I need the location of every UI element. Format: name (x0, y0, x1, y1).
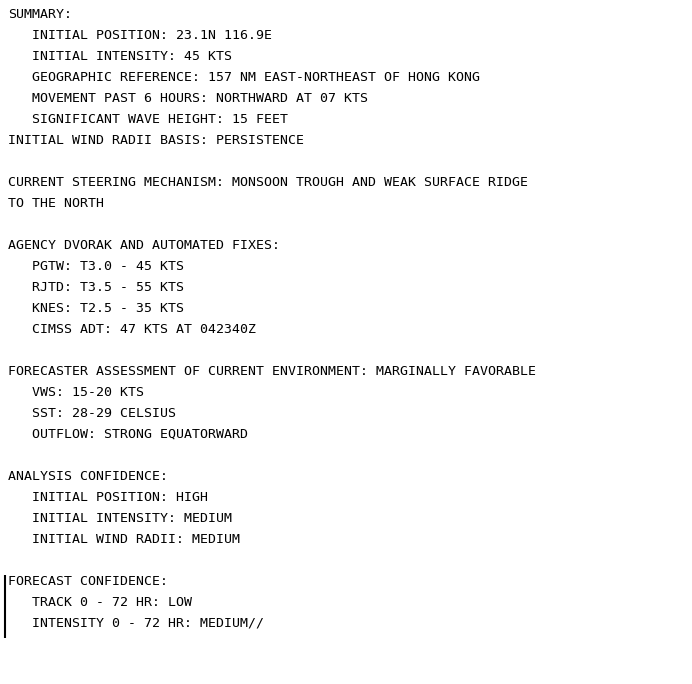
Text: KNES: T2.5 - 35 KTS: KNES: T2.5 - 35 KTS (8, 302, 184, 315)
Text: INTENSITY 0 - 72 HR: MEDIUM//: INTENSITY 0 - 72 HR: MEDIUM// (8, 617, 264, 630)
Text: MOVEMENT PAST 6 HOURS: NORTHWARD AT 07 KTS: MOVEMENT PAST 6 HOURS: NORTHWARD AT 07 K… (8, 92, 368, 105)
Text: CURRENT STEERING MECHANISM: MONSOON TROUGH AND WEAK SURFACE RIDGE: CURRENT STEERING MECHANISM: MONSOON TROU… (8, 176, 528, 189)
Text: INITIAL WIND RADII BASIS: PERSISTENCE: INITIAL WIND RADII BASIS: PERSISTENCE (8, 134, 304, 147)
Text: INITIAL WIND RADII: MEDIUM: INITIAL WIND RADII: MEDIUM (8, 533, 240, 546)
Text: AGENCY DVORAK AND AUTOMATED FIXES:: AGENCY DVORAK AND AUTOMATED FIXES: (8, 239, 280, 252)
Text: TO THE NORTH: TO THE NORTH (8, 197, 104, 210)
Text: PGTW: T3.0 - 45 KTS: PGTW: T3.0 - 45 KTS (8, 260, 184, 273)
Text: SST: 28-29 CELSIUS: SST: 28-29 CELSIUS (8, 407, 176, 420)
Text: CIMSS ADT: 47 KTS AT 042340Z: CIMSS ADT: 47 KTS AT 042340Z (8, 323, 256, 336)
Text: SUMMARY:: SUMMARY: (8, 8, 72, 21)
Text: GEOGRAPHIC REFERENCE: 157 NM EAST-NORTHEAST OF HONG KONG: GEOGRAPHIC REFERENCE: 157 NM EAST-NORTHE… (8, 71, 480, 84)
Text: OUTFLOW: STRONG EQUATORWARD: OUTFLOW: STRONG EQUATORWARD (8, 428, 248, 441)
Text: SIGNIFICANT WAVE HEIGHT: 15 FEET: SIGNIFICANT WAVE HEIGHT: 15 FEET (8, 113, 288, 126)
Text: TRACK 0 - 72 HR: LOW: TRACK 0 - 72 HR: LOW (8, 596, 192, 609)
Text: FORECASTER ASSESSMENT OF CURRENT ENVIRONMENT: MARGINALLY FAVORABLE: FORECASTER ASSESSMENT OF CURRENT ENVIRON… (8, 365, 536, 378)
Text: INITIAL POSITION: 23.1N 116.9E: INITIAL POSITION: 23.1N 116.9E (8, 29, 272, 42)
Text: RJTD: T3.5 - 55 KTS: RJTD: T3.5 - 55 KTS (8, 281, 184, 294)
Text: INITIAL POSITION: HIGH: INITIAL POSITION: HIGH (8, 491, 208, 504)
Text: FORECAST CONFIDENCE:: FORECAST CONFIDENCE: (8, 575, 168, 588)
Text: VWS: 15-20 KTS: VWS: 15-20 KTS (8, 386, 144, 399)
Text: ANALYSIS CONFIDENCE:: ANALYSIS CONFIDENCE: (8, 470, 168, 483)
Text: INITIAL INTENSITY: MEDIUM: INITIAL INTENSITY: MEDIUM (8, 512, 232, 525)
Text: INITIAL INTENSITY: 45 KTS: INITIAL INTENSITY: 45 KTS (8, 50, 232, 63)
